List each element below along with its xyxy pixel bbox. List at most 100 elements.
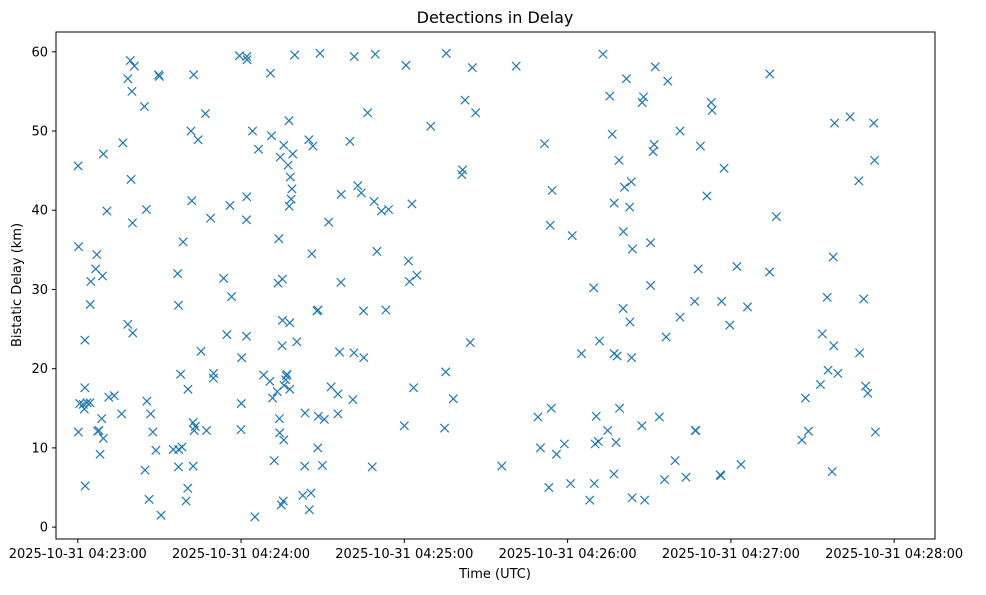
data-point [412,270,422,280]
data-point [625,202,635,212]
data-point [870,427,881,437]
data-point [333,389,343,399]
data-point [226,291,237,302]
data-point [285,318,295,328]
data-point [279,380,289,390]
data-point [854,176,864,186]
data-point [176,369,186,379]
data-point [304,135,314,145]
data-point [281,375,291,385]
data-point [649,139,659,150]
chart-title: Detections in Delay [417,8,574,27]
data-point [236,398,246,409]
data-point [546,403,556,413]
data-point [589,478,599,489]
data-point [817,329,827,339]
data-point [80,335,90,345]
y-tick-label: 20 [31,362,48,377]
data-point [242,51,252,62]
data-point [141,204,151,215]
data-point [815,379,826,390]
data-point [605,91,615,101]
data-point [681,472,691,482]
data-point [177,442,187,452]
data-point [73,427,83,437]
data-point [241,331,252,341]
data-point [717,296,727,306]
data-point [265,376,275,386]
data-point [544,482,554,493]
data-point [183,384,193,394]
data-point [854,348,865,358]
data-point [626,177,636,187]
data-point [247,126,258,136]
data-point [637,421,647,431]
data-point [833,368,843,379]
data-point [589,283,599,293]
y-axis-ticks: 0 10 20 30 40 50 60 [31,45,56,536]
data-point [285,384,295,394]
data-point [97,413,107,424]
data-point [284,116,294,126]
data-point [265,68,276,78]
data-point [313,305,323,315]
data-point [650,62,660,72]
data-point [173,462,184,472]
data-point [142,396,152,406]
data-point [439,423,450,433]
data-point [863,388,873,398]
y-axis-label: Bistatic Delay (km) [10,223,25,347]
data-point [284,201,294,211]
data-point [208,368,219,379]
data-point [144,494,154,505]
data-point [275,152,285,162]
data-point [637,97,647,108]
data-point [732,261,742,272]
data-point [353,181,363,191]
data-point [278,496,288,506]
data-point [764,267,775,277]
data-point [535,443,546,453]
data-point [359,352,369,363]
data-point [151,445,161,455]
data-point [376,206,387,216]
data-point [241,215,252,225]
data-point [426,121,436,131]
data-point [277,341,287,351]
data-point [706,97,716,108]
data-point [659,474,670,485]
data-point [591,411,601,421]
data-point [219,273,229,283]
data-point [308,141,318,151]
data-point [95,449,105,459]
data-point [300,461,310,471]
data-point [242,192,252,202]
data-point [693,264,703,274]
data-point [349,348,359,358]
data-point [250,512,260,522]
data-point [73,242,84,252]
data-point [626,352,637,363]
data-point [594,336,605,346]
x-tick-label: 2025-10-31 04:28:00 [825,547,963,562]
data-point [399,421,409,431]
data-point [545,220,555,230]
data-point [611,437,621,447]
data-point [80,383,90,393]
data-point [288,149,298,159]
x-axis-label: Time (UTC) [458,567,531,582]
data-point [609,469,619,479]
data-point [497,461,507,471]
data-point [441,48,451,59]
data-point [274,234,284,244]
x-tick-label: 2025-10-31 04:26:00 [499,547,637,562]
data-point [719,163,729,173]
data-point [401,60,411,70]
data-point [173,300,184,310]
data-point [670,455,680,466]
data-point [181,496,191,506]
data-point [324,217,334,227]
x-tick-label: 2025-10-31 04:23:00 [9,547,147,562]
data-point [742,302,753,312]
y-tick-label: 50 [31,125,48,140]
